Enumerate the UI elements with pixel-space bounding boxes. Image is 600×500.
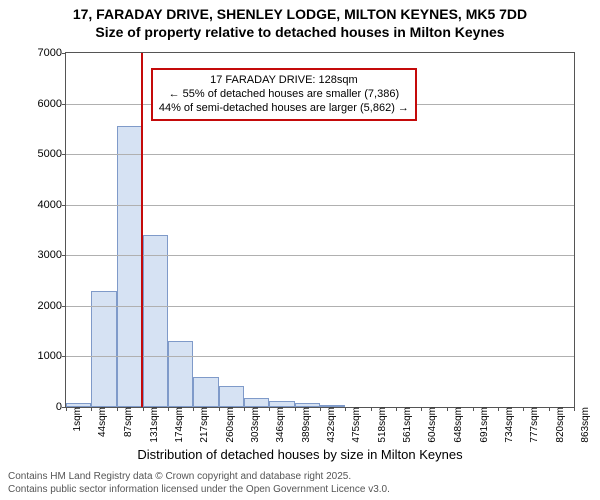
x-tick-label: 389sqm xyxy=(295,389,310,425)
y-tick-label: 2000 xyxy=(38,300,66,312)
x-tick-label: 303sqm xyxy=(244,389,259,425)
y-tick-label: 7000 xyxy=(38,47,66,59)
chart-container: 17, FARADAY DRIVE, SHENLEY LODGE, MILTON… xyxy=(0,0,600,500)
title-line2: Size of property relative to detached ho… xyxy=(0,24,600,40)
x-tick-label: 475sqm xyxy=(345,389,360,425)
property-marker-line xyxy=(141,53,143,407)
x-tick-label: 518sqm xyxy=(371,389,386,425)
x-tick-label: 346sqm xyxy=(269,389,284,425)
y-tick-label: 1000 xyxy=(38,350,66,362)
x-tick-label: 131sqm xyxy=(143,389,158,425)
x-tick-label: 1sqm xyxy=(66,395,81,419)
footer-line2: Contains public sector information licen… xyxy=(8,484,390,497)
annotation-line: 17 FARADAY DRIVE: 128sqm xyxy=(159,74,409,88)
annotation-box: 17 FARADAY DRIVE: 128sqm← 55% of detache… xyxy=(151,68,417,121)
x-tick-label: 734sqm xyxy=(498,389,513,425)
y-tick-label: 3000 xyxy=(38,249,66,261)
x-tick-label: 432sqm xyxy=(320,389,335,425)
x-tick-label: 260sqm xyxy=(219,389,234,425)
footer-line1: Contains HM Land Registry data © Crown c… xyxy=(8,471,390,484)
plot-area: 010002000300040005000600070001sqm44sqm87… xyxy=(65,52,575,408)
x-tick-label: 691sqm xyxy=(473,389,488,425)
title-line1: 17, FARADAY DRIVE, SHENLEY LODGE, MILTON… xyxy=(0,6,600,22)
histogram-bar xyxy=(91,291,116,407)
title-block: 17, FARADAY DRIVE, SHENLEY LODGE, MILTON… xyxy=(0,6,600,40)
x-tick-label: 604sqm xyxy=(421,389,436,425)
x-tick-label: 561sqm xyxy=(396,389,411,425)
x-tick-label: 44sqm xyxy=(91,392,106,422)
x-tick-label: 217sqm xyxy=(193,389,208,425)
y-tick-label: 5000 xyxy=(38,148,66,160)
y-tick-label: 6000 xyxy=(38,98,66,110)
x-tick-label: 777sqm xyxy=(523,389,538,425)
annotation-line: 44% of semi-detached houses are larger (… xyxy=(159,102,409,116)
x-tick-label: 648sqm xyxy=(447,389,462,425)
x-axis-label: Distribution of detached houses by size … xyxy=(0,447,600,462)
x-tick-label: 174sqm xyxy=(168,389,183,425)
x-tick-label: 87sqm xyxy=(117,392,132,422)
x-tick-label: 863sqm xyxy=(574,389,589,425)
x-tick-label: 820sqm xyxy=(549,389,564,425)
histogram-bar xyxy=(143,235,168,407)
histogram-bar xyxy=(117,126,142,407)
footer-attribution: Contains HM Land Registry data © Crown c… xyxy=(8,471,390,496)
y-tick-label: 4000 xyxy=(38,199,66,211)
annotation-line: ← 55% of detached houses are smaller (7,… xyxy=(159,88,409,102)
y-tick-label: 0 xyxy=(56,401,66,413)
